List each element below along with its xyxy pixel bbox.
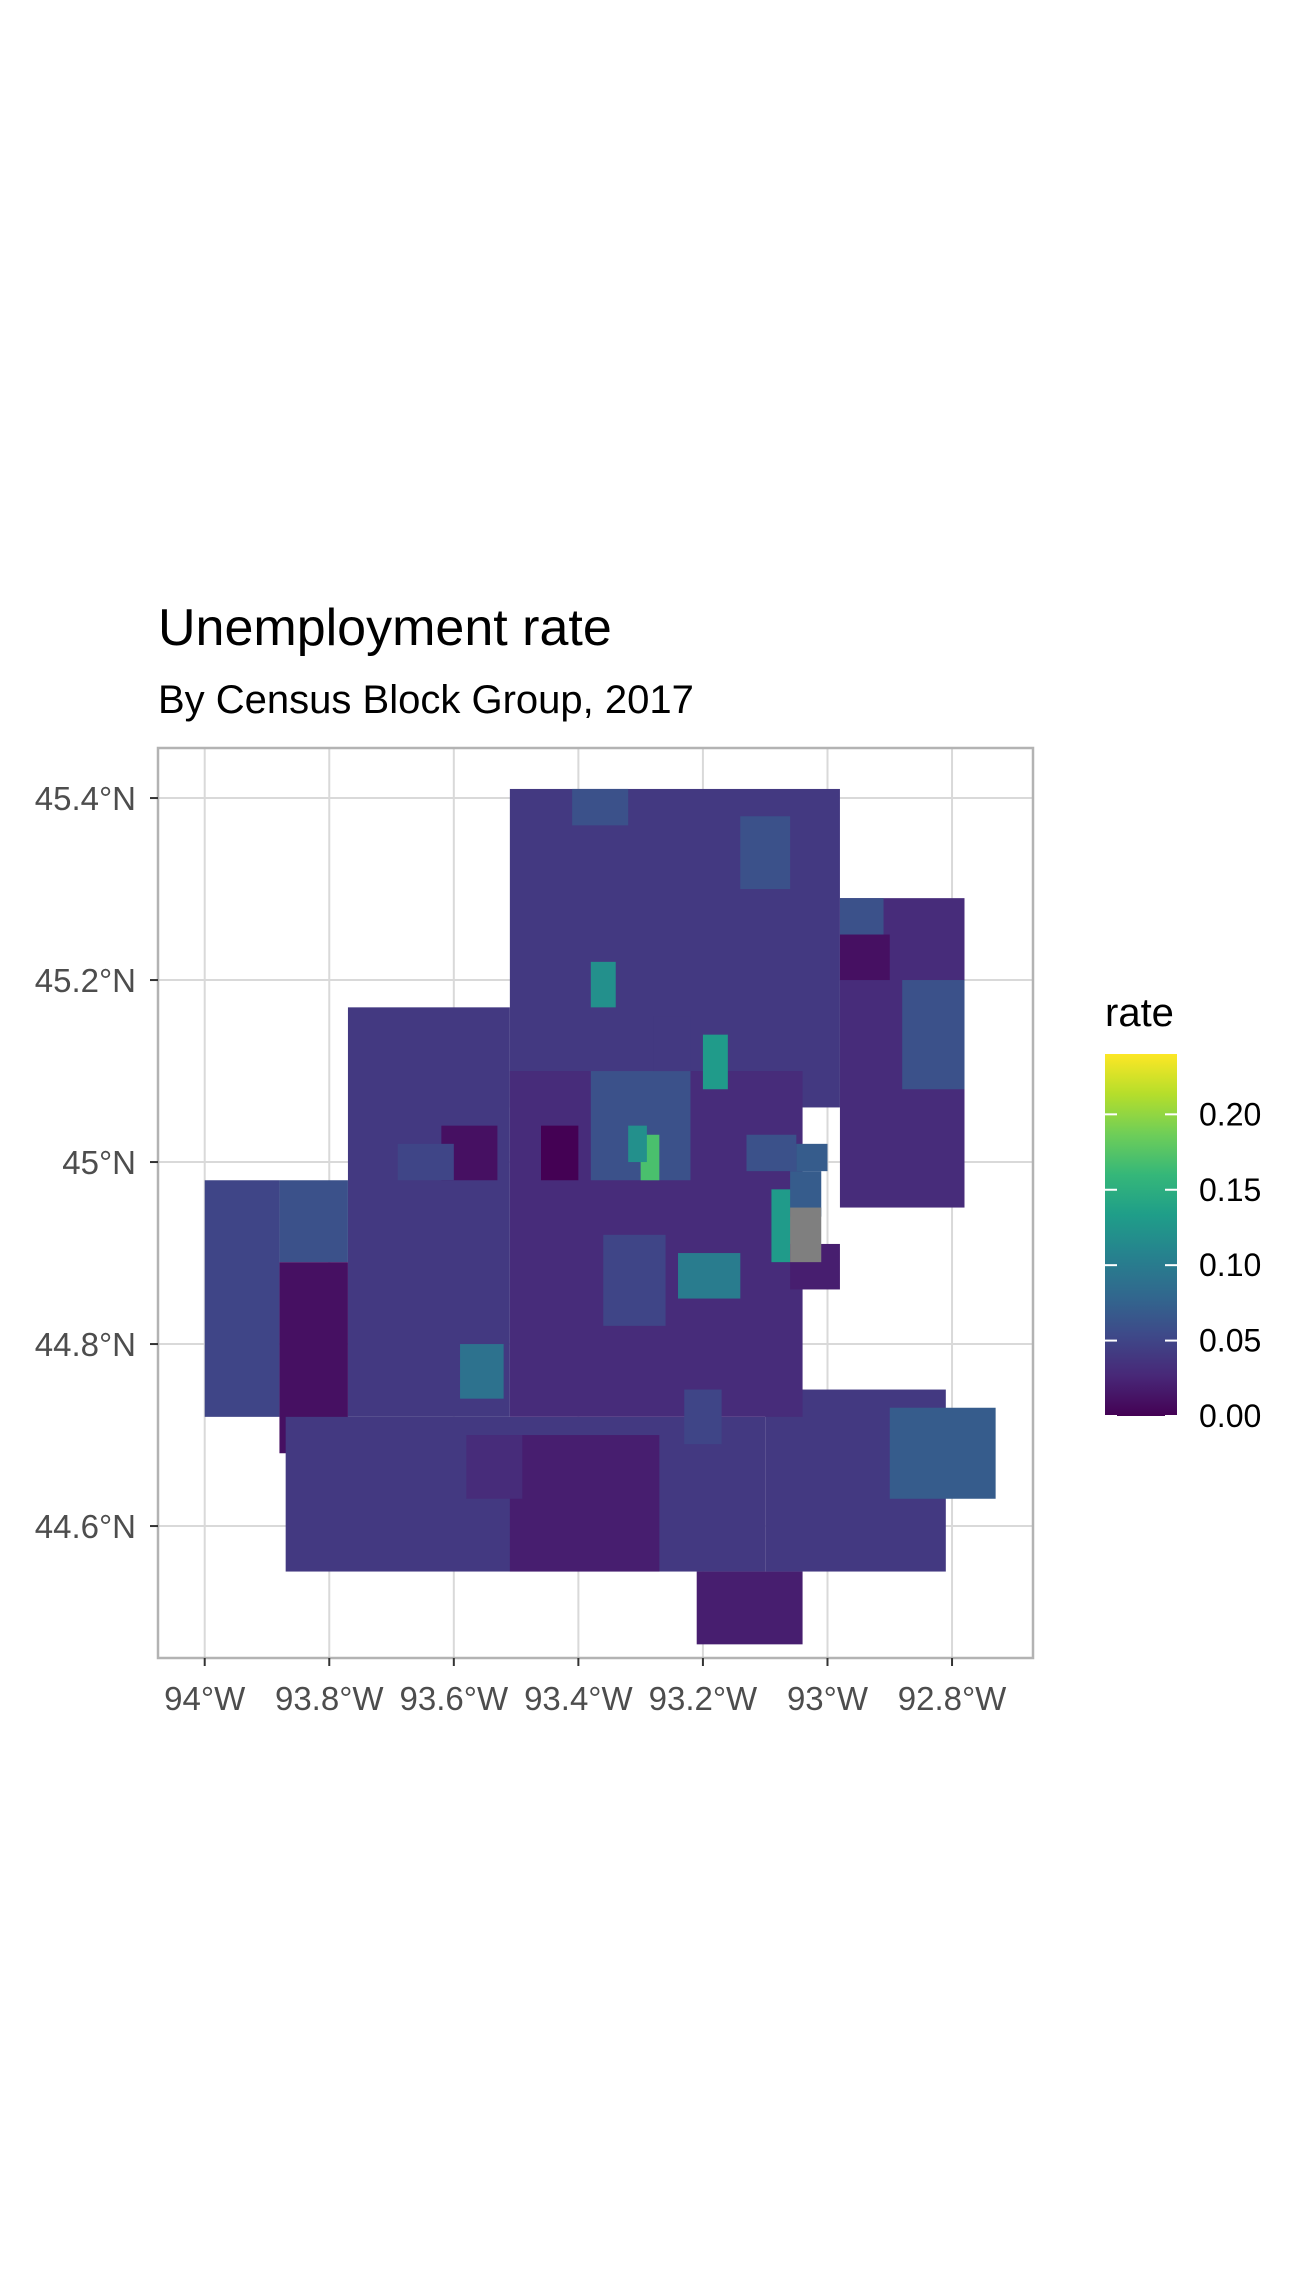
legend-colorbar [1105,1054,1177,1416]
block-group-region [678,1253,741,1299]
legend-tick-label: 0.05 [1199,1323,1261,1359]
panel-border [156,746,1035,1660]
block-group-region [684,1389,722,1445]
block-group-region [889,1407,996,1499]
block-group-region [509,1435,660,1572]
block-group-region [466,1435,523,1499]
x-tick-label: 93.4°W [524,1680,633,1717]
block-group-region [702,1034,728,1090]
legend: rate 0.00 0.05 0.10 0.15 0.20 [1105,991,1261,1434]
block-group-region [839,934,890,981]
legend-tick-label: 0.15 [1199,1172,1261,1208]
x-axis: 94°W 93.8°W 93.6°W 93.4°W 93.2°W 93°W 92.8°W [164,1658,1007,1717]
x-tick-label: 93.8°W [275,1680,384,1717]
block-group-region [746,1134,797,1172]
legend-tick-label: 0.10 [1199,1247,1261,1283]
block-group-region [603,1234,666,1326]
x-tick-label: 93.6°W [400,1680,509,1717]
block-group-region [740,816,791,890]
block-group-region [590,961,616,1008]
legend-tick-label: 0.00 [1199,1398,1261,1434]
block-group-region [796,1143,828,1172]
x-tick-label: 92.8°W [898,1680,1007,1717]
block-group-region [541,1125,579,1181]
block-group-region [839,898,884,935]
y-axis: 45.4°N 45.2°N 45°N 44.8°N 44.6°N [35,780,158,1545]
block-group-region [460,1344,504,1399]
block-group-region [397,1143,454,1181]
block-group-region [696,1571,803,1645]
legend-tick-label: 0.20 [1199,1096,1261,1132]
y-tick-label: 45.2°N [35,962,136,999]
region-shapes [204,788,996,1645]
map-title: Unemployment rate [158,599,612,657]
x-tick-label: 94°W [164,1680,246,1717]
x-tick-label: 93.2°W [649,1680,758,1717]
block-group-region [204,1180,280,1417]
block-group-region [902,980,965,1090]
block-group-region [653,1016,691,1072]
block-group-region [628,1125,647,1163]
y-tick-label: 44.6°N [35,1508,136,1545]
y-tick-label: 45°N [62,1144,136,1181]
map-subtitle: By Census Block Group, 2017 [158,678,694,722]
y-tick-label: 45.4°N [35,780,136,817]
missing-data-region [790,1207,822,1263]
block-group-region [279,1180,348,1263]
block-group-region [572,788,629,826]
legend-title: rate [1105,991,1174,1035]
y-tick-label: 44.8°N [35,1326,136,1363]
x-tick-label: 93°W [787,1680,869,1717]
